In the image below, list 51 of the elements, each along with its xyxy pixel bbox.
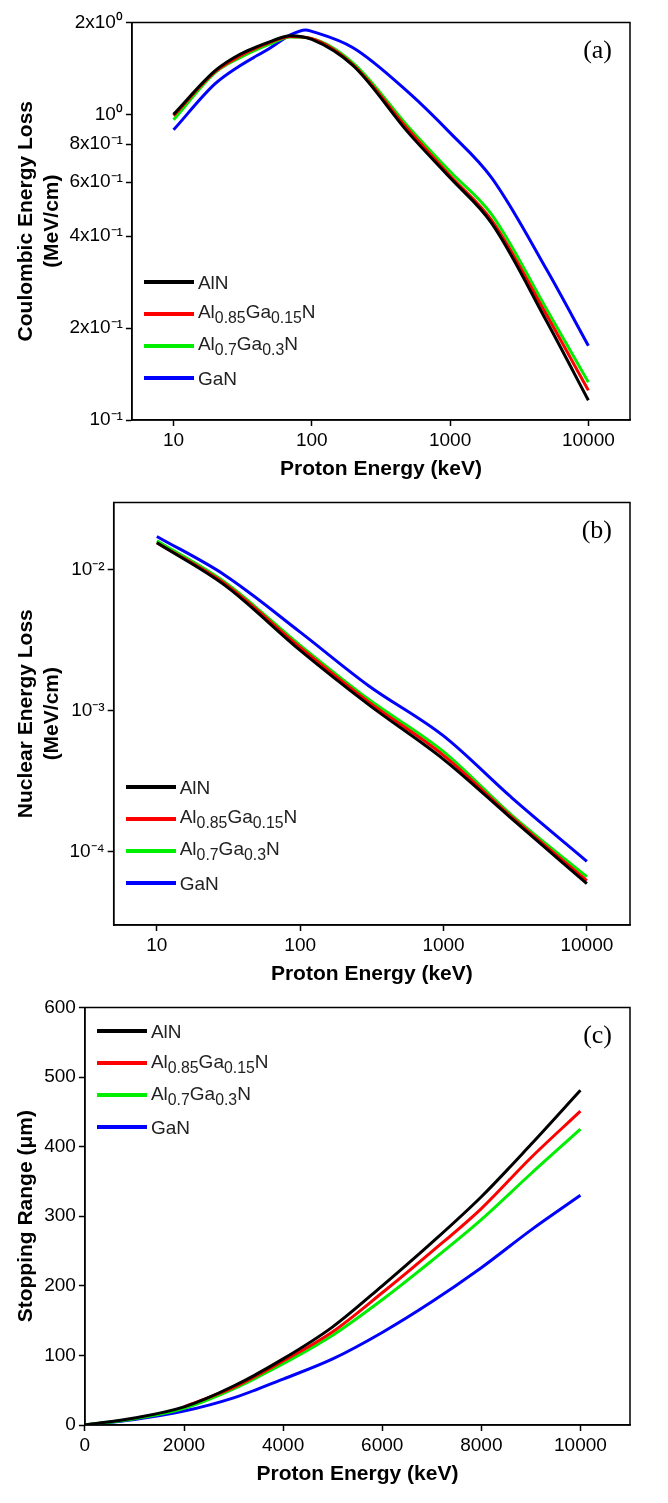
legend-label: AlN	[150, 1020, 182, 1042]
legend-label: GaN	[197, 367, 237, 389]
y-tick-label: 10⁰	[94, 102, 123, 124]
x-tick-label: 1000	[428, 428, 472, 450]
y-tick-label: 8x10⁻¹	[69, 132, 123, 154]
y-tick-label: 10⁻⁴	[69, 839, 105, 861]
y-tick-label: 500	[44, 1065, 76, 1087]
y-tick-label: 300	[44, 1204, 76, 1226]
x-tick-label: 2000	[162, 1433, 206, 1455]
x-tick-label: 10000	[554, 1433, 607, 1455]
x-axis-title: Proton Energy (keV)	[280, 456, 482, 480]
y-tick-label: 2x10⁻¹	[69, 316, 123, 338]
annotation: (a)	[583, 35, 612, 65]
y-tick-label: 0	[65, 1413, 76, 1435]
legend-label: GaN	[150, 1116, 190, 1138]
y-tick-label: 10⁻²	[71, 557, 105, 579]
x-tick-label: 6000	[361, 1433, 404, 1455]
annotation: (b)	[581, 515, 612, 545]
y-axis-title: Stopping Range (μm)	[13, 1110, 37, 1323]
y-axis-title: Nuclear Energy Loss (MeV/cm)	[13, 609, 62, 819]
y-tick-label: 4x10⁻¹	[69, 224, 123, 246]
y-tick-label: 10⁻¹	[89, 408, 123, 430]
x-axis-title: Proton Energy (keV)	[256, 1461, 459, 1485]
x-tick-label: 4000	[261, 1433, 305, 1455]
x-tick-label: 100	[284, 933, 317, 955]
y-tick-label: 600	[44, 995, 76, 1017]
y-tick-label: 2x10⁰	[74, 10, 123, 32]
legend-label: AlN	[197, 271, 229, 293]
x-tick-label: 10	[162, 428, 185, 450]
y-tick-label: 400	[44, 1134, 76, 1156]
x-tick-label: 1000	[422, 933, 465, 955]
legend-label: Al$_{0.7}$Ga$_{0.3}$N	[150, 1082, 251, 1108]
x-tick-label: 10	[146, 933, 168, 955]
legend-label: Al$_{0.7}$Ga$_{0.3}$N	[179, 838, 280, 863]
x-axis-title: Proton Energy (keV)	[270, 961, 473, 985]
x-tick-label: 10000	[561, 428, 615, 450]
x-tick-label: 10000	[560, 933, 614, 955]
legend-label: GaN	[179, 872, 219, 894]
x-tick-label: 100	[295, 428, 328, 450]
x-tick-label: 8000	[460, 1433, 503, 1455]
y-axis-title: Coulombic Energy Loss (MeV/cm)	[13, 101, 62, 342]
y-tick-label: 100	[44, 1343, 76, 1365]
legend-label: Al$_{0.85}$Ga$_{0.15}$N	[179, 806, 298, 831]
legend-label: Al$_{0.85}$Ga$_{0.15}$N	[150, 1050, 269, 1076]
legend-label: Al$_{0.85}$Ga$_{0.15}$N	[197, 301, 316, 326]
legend-label: Al$_{0.7}$Ga$_{0.3}$N	[197, 333, 298, 358]
annotation: (c)	[583, 1020, 612, 1050]
y-tick-label: 200	[44, 1274, 76, 1296]
y-tick-label: 6x10⁻¹	[69, 170, 123, 192]
y-tick-label: 10⁻³	[71, 698, 105, 720]
legend-label: AlN	[179, 776, 211, 798]
